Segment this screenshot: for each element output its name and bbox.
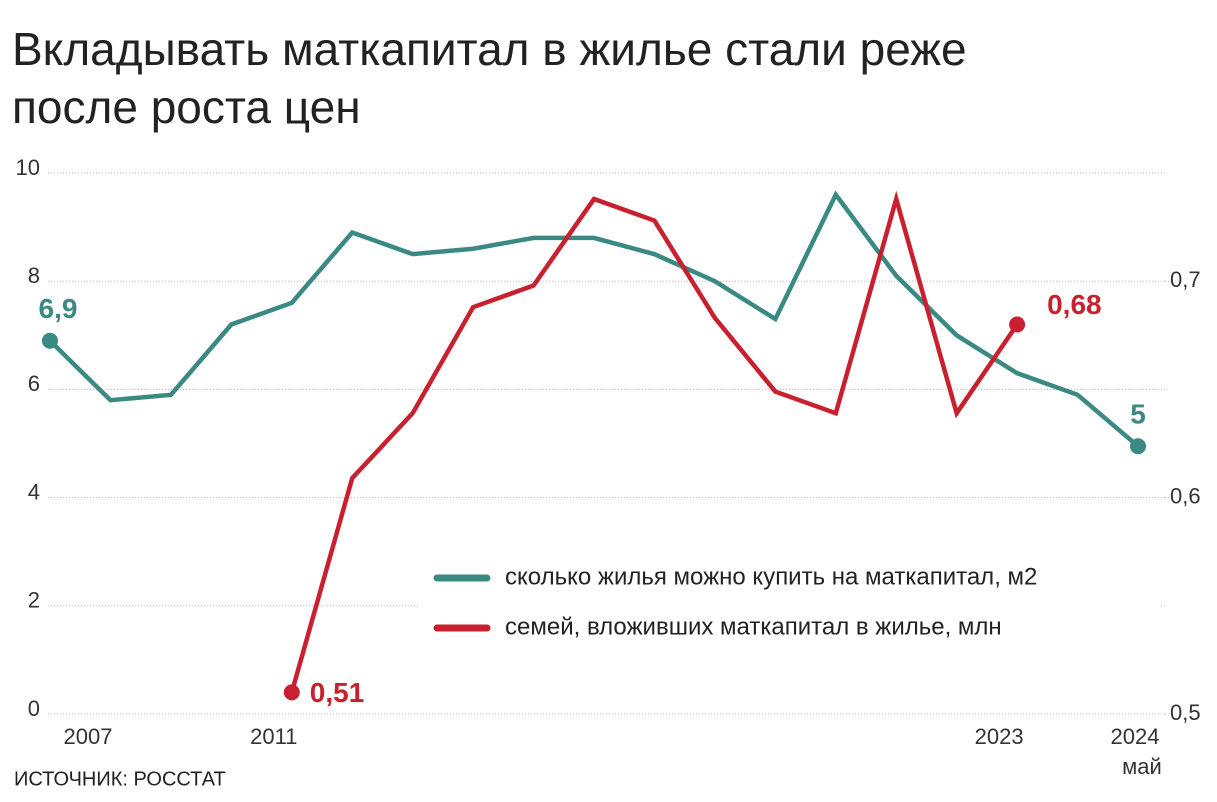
y2-tick-label: 0,7 xyxy=(1170,267,1201,292)
end-point xyxy=(1130,438,1146,455)
x-tick-label: 2007 xyxy=(64,724,113,749)
x-tick-label: 2011 xyxy=(250,724,297,749)
y-tick-label: 2 xyxy=(28,588,40,613)
end-point xyxy=(283,684,300,701)
x-tick-label: 2024 xyxy=(1111,724,1160,749)
y2-tick-label: 0,6 xyxy=(1170,483,1201,508)
legend-background xyxy=(420,550,1160,660)
series-line xyxy=(289,190,1019,693)
y2-tick-label: 0,5 xyxy=(1170,700,1201,725)
series-line xyxy=(48,190,1140,448)
end-point xyxy=(42,332,58,349)
x-tick-label: 2023 xyxy=(975,724,1024,749)
y-tick-label: 0 xyxy=(28,696,40,721)
legend-label: семей, вложивших маткапитал в жилье, млн xyxy=(505,613,1002,640)
y-tick-label: 4 xyxy=(28,479,40,504)
chart-title: Вкладывать маткапитал в жилье стали реже xyxy=(12,23,967,75)
y-tick-label: 10 xyxy=(16,155,40,180)
value-label: 0,68 xyxy=(1047,289,1102,320)
value-label: 5 xyxy=(1130,399,1146,430)
legend-label: сколько жилья можно купить на маткапитал… xyxy=(505,563,1037,590)
source: ИСТОЧНИК: РОССТАТ xyxy=(14,768,226,790)
y-tick-label: 8 xyxy=(28,263,40,288)
x-note: май xyxy=(1122,754,1162,779)
chart-title: после роста цен xyxy=(12,81,361,133)
value-label: 0,51 xyxy=(310,677,365,708)
value-label: 6,9 xyxy=(39,293,78,324)
y-tick-label: 6 xyxy=(28,371,40,396)
end-point xyxy=(1009,316,1026,333)
